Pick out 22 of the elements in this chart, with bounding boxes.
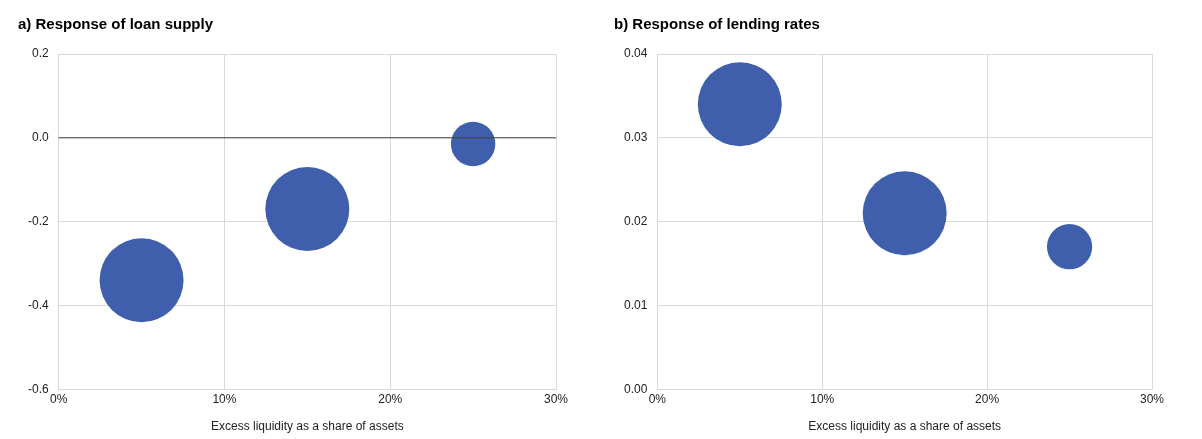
- y-tick-label: 0.04: [624, 46, 648, 61]
- x-tick-label: 10%: [810, 391, 835, 406]
- x-axis-title: Excess liquidity as a share of assets: [210, 419, 404, 434]
- y-tick-label: -0.4: [27, 297, 49, 312]
- y-tick-label: 0.02: [624, 213, 648, 228]
- y-tick-label: 0.2: [31, 46, 49, 61]
- x-axis-title: Excess liquidity as a share of assets: [808, 419, 1002, 434]
- x-tick-label: 30%: [1139, 391, 1165, 406]
- x-tick-label: 20%: [378, 391, 403, 406]
- y-tick-label: 0.00: [624, 381, 648, 396]
- chart-title: b) Response of lending rates: [614, 15, 820, 33]
- x-tick-label: 10%: [212, 391, 237, 406]
- x-tick-label: 0%: [50, 391, 68, 406]
- y-tick-label: 0.01: [624, 297, 648, 312]
- x-tick-label: 30%: [543, 391, 569, 406]
- x-tick-label: 20%: [975, 391, 1000, 406]
- chart-title: a) Response of loan supply: [18, 15, 214, 33]
- y-tick-label: -0.6: [27, 381, 49, 396]
- x-tick-label: 0%: [648, 391, 667, 406]
- y-tick-label: -0.2: [27, 213, 49, 228]
- y-tick-label: 0.03: [624, 130, 648, 145]
- y-tick-label: 0.0: [31, 130, 49, 145]
